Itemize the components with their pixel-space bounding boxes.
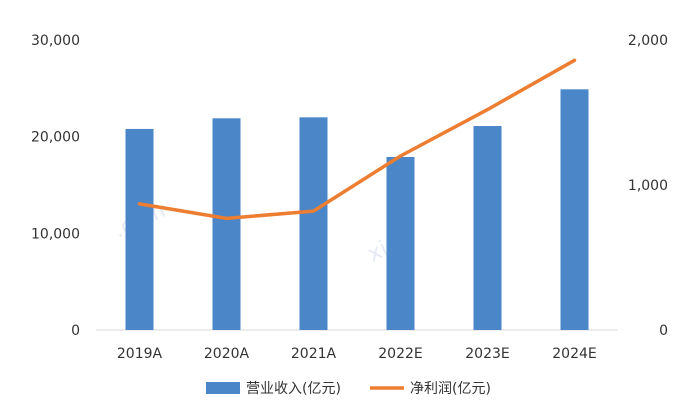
x-tick-label: 2024E (552, 346, 596, 362)
x-tick-label: 2023E (465, 346, 509, 362)
legend-label-net-profit: 净利润(亿元) (410, 381, 491, 397)
y-left-tick-label: 10,000 (31, 226, 80, 242)
y-axis-left: 0 10,000 20,000 30,000 (31, 33, 80, 339)
y-left-tick-label: 0 (71, 323, 80, 339)
y-left-tick-label: 30,000 (31, 33, 80, 49)
x-axis: 2019A 2020A 2021A 2022E 2023E 2024E (117, 346, 597, 362)
watermark: .com xin (110, 198, 405, 267)
bar (560, 89, 589, 330)
legend-swatch-revenue (206, 382, 240, 394)
x-tick-label: 2019A (117, 346, 163, 362)
x-tick-label: 2022E (378, 346, 422, 362)
x-tick-label: 2020A (204, 346, 250, 362)
legend-label-revenue: 营业收入(亿元) (246, 381, 341, 397)
y-right-tick-label: 1,000 (628, 178, 668, 194)
bar (299, 117, 328, 330)
y-right-tick-label: 2,000 (628, 33, 668, 49)
line-series (137, 58, 577, 221)
bar (386, 156, 415, 330)
net-profit-line (137, 58, 577, 221)
bar (212, 118, 241, 330)
x-tick-label: 2021A (291, 346, 337, 362)
y-right-tick-label: 0 (659, 323, 668, 339)
bar-series (125, 89, 589, 331)
y-axis-right: 0 1,000 2,000 (628, 33, 668, 339)
y-left-tick-label: 20,000 (31, 130, 80, 146)
bar (125, 128, 154, 330)
legend: 营业收入(亿元) 净利润(亿元) (206, 381, 491, 397)
bar (473, 126, 502, 331)
